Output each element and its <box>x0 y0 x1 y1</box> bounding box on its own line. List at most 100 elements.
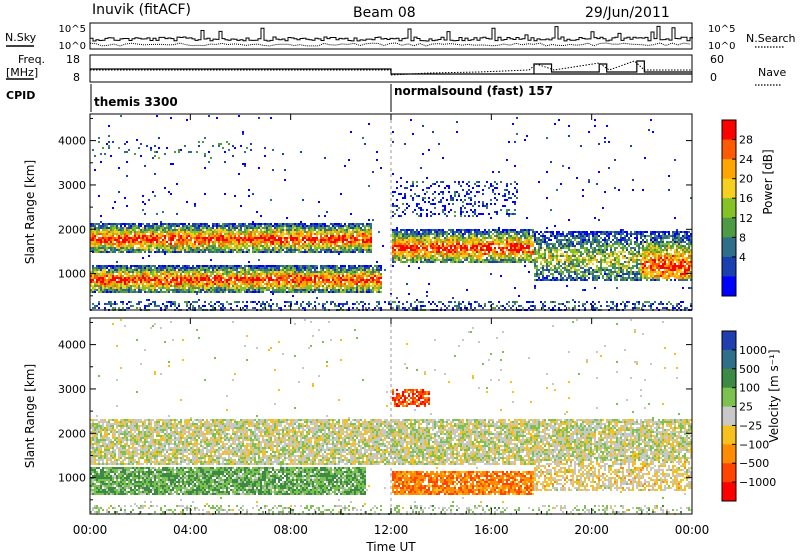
power-cell <box>436 305 438 307</box>
power-cell <box>368 239 370 241</box>
power-cell <box>254 279 256 281</box>
power-cell <box>332 275 334 277</box>
power-cell <box>178 275 180 277</box>
power-cell <box>336 281 338 283</box>
power-cell <box>270 243 272 245</box>
power-cell <box>176 277 178 279</box>
power-cell <box>206 291 208 293</box>
power-cell <box>92 243 94 245</box>
power-cell <box>176 251 178 253</box>
power-cell <box>442 181 444 183</box>
power-cell <box>306 243 308 245</box>
power-cell <box>314 249 316 251</box>
power-cell <box>200 291 202 293</box>
power-cell <box>126 271 128 273</box>
power-cell <box>308 251 310 253</box>
power-cell <box>260 239 262 241</box>
power-cell <box>222 251 224 253</box>
power-cell <box>122 277 124 279</box>
power-cell <box>96 245 98 247</box>
power-cell <box>422 235 424 237</box>
power-cell <box>290 287 292 289</box>
power-cell <box>216 291 218 293</box>
power-cell <box>148 283 150 285</box>
power-cell <box>222 271 224 273</box>
power-cell <box>376 271 378 273</box>
power-cell <box>118 289 120 291</box>
power-cell <box>234 279 236 281</box>
power-cell <box>424 239 426 241</box>
power-cell <box>174 289 176 291</box>
power-cell <box>314 243 316 245</box>
power-cell <box>118 241 120 243</box>
power-cell <box>176 249 178 251</box>
power-cell <box>322 227 324 229</box>
power-cell <box>138 271 140 273</box>
power-cell <box>370 225 372 227</box>
power-cell <box>412 257 414 259</box>
power-cell <box>276 223 278 225</box>
power-cell <box>380 307 382 309</box>
power-cell <box>278 275 280 277</box>
power-cell <box>228 227 230 229</box>
power-cell <box>230 227 232 229</box>
power-cell <box>92 241 94 243</box>
power-cell <box>376 305 378 307</box>
power-cell <box>366 291 368 293</box>
power-cell <box>364 273 366 275</box>
power-cell <box>132 229 134 231</box>
power-cell <box>436 233 438 235</box>
power-cell <box>306 227 308 229</box>
power-cell <box>160 245 162 247</box>
power-cell <box>432 199 434 201</box>
power-cell <box>344 285 346 287</box>
power-cell <box>396 243 398 245</box>
power-cell <box>432 261 434 263</box>
power-cell <box>304 291 306 293</box>
power-cell <box>408 247 410 249</box>
power-cell <box>202 237 204 239</box>
power-cell <box>306 281 308 283</box>
power-cell <box>432 233 434 235</box>
power-cell <box>214 267 216 269</box>
power-cell <box>250 225 252 227</box>
power-cell <box>322 281 324 283</box>
power-cell <box>130 281 132 283</box>
power-cell <box>260 225 262 227</box>
power-cell <box>258 259 260 261</box>
power-cell <box>98 141 100 143</box>
power-cell <box>244 241 246 243</box>
power-cell <box>234 147 236 149</box>
power-cell <box>326 243 328 245</box>
power-cell <box>444 261 446 263</box>
power-cell <box>308 275 310 277</box>
power-cell <box>166 269 168 271</box>
power-cell <box>368 307 370 309</box>
power-cell <box>186 279 188 281</box>
power-cell <box>186 237 188 239</box>
power-cell <box>244 285 246 287</box>
power-cell <box>130 291 132 293</box>
power-cell <box>346 227 348 229</box>
power-cell <box>272 243 274 245</box>
power-cell <box>220 307 222 309</box>
power-cell <box>378 307 380 309</box>
power-cell <box>278 279 280 281</box>
power-cell <box>364 271 366 273</box>
power-cell <box>116 285 118 287</box>
power-cell <box>368 241 370 243</box>
power-cell <box>336 269 338 271</box>
power-cell <box>162 227 164 229</box>
power-cell <box>164 265 166 267</box>
power-cell <box>224 265 226 267</box>
power-cell <box>118 229 120 231</box>
power-cell <box>374 283 376 285</box>
power-cell <box>136 275 138 277</box>
power-cell <box>244 225 246 227</box>
power-cell <box>222 305 224 307</box>
power-cell <box>174 267 176 269</box>
power-cell <box>122 301 124 303</box>
power-cell <box>342 279 344 281</box>
power-cell <box>90 239 92 241</box>
power-cell <box>232 235 234 237</box>
